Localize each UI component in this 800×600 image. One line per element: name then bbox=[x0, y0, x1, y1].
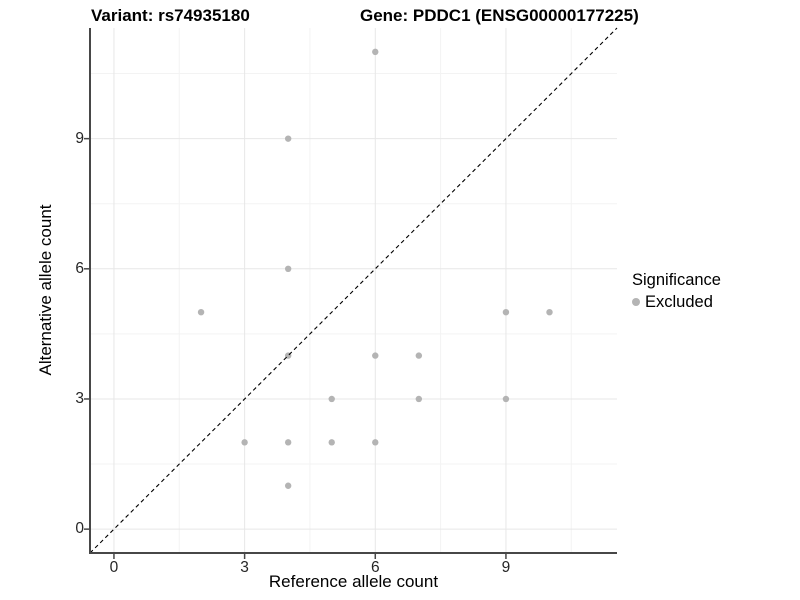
data-point bbox=[241, 439, 248, 446]
x-axis-title: Reference allele count bbox=[268, 572, 439, 591]
x-tick-label: 9 bbox=[501, 559, 511, 576]
y-tick-label: 3 bbox=[75, 389, 84, 407]
data-point bbox=[284, 135, 292, 142]
data-point bbox=[415, 352, 423, 359]
data-point bbox=[502, 395, 510, 403]
data-point bbox=[328, 395, 335, 403]
plot-title-gene: Gene: PDDC1 (ENSG00000177225) bbox=[360, 6, 639, 25]
data-point bbox=[328, 439, 335, 446]
data-point bbox=[372, 352, 379, 359]
identity-reference-line bbox=[89, 27, 618, 554]
y-tick-label: 9 bbox=[75, 129, 84, 147]
legend-item-excluded: Excluded bbox=[632, 293, 721, 311]
y-axis-title: Alternative allele count bbox=[36, 204, 55, 376]
data-point bbox=[284, 482, 292, 489]
legend-item-label: Excluded bbox=[645, 293, 713, 311]
data-point bbox=[284, 265, 292, 273]
y-tick-label: 0 bbox=[75, 520, 84, 538]
legend-title: Significance bbox=[632, 271, 721, 289]
data-point bbox=[372, 439, 379, 446]
plot-title-variant: Variant: rs74935180 bbox=[91, 6, 250, 25]
data-point bbox=[502, 308, 510, 316]
legend: Significance Excluded bbox=[632, 271, 721, 311]
data-point bbox=[546, 308, 553, 316]
legend-point-icon bbox=[632, 298, 640, 306]
data-point bbox=[284, 439, 292, 446]
x-tick-label: 6 bbox=[370, 559, 380, 576]
data-point bbox=[415, 395, 423, 403]
y-tick-label: 6 bbox=[75, 259, 84, 277]
x-tick-label: 3 bbox=[240, 559, 249, 576]
data-point bbox=[197, 308, 205, 316]
x-tick-label: 0 bbox=[109, 559, 119, 576]
data-point bbox=[372, 48, 379, 56]
